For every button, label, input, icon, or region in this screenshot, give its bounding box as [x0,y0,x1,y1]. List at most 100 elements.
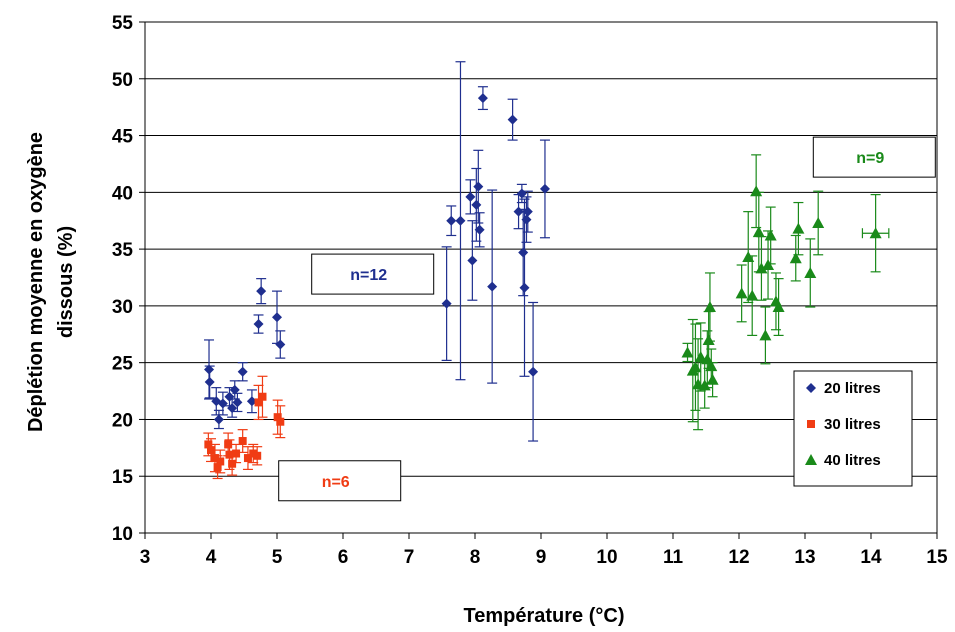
data-point [701,353,714,365]
data-point [204,364,215,375]
x-tick-label: 8 [470,547,481,568]
data-point [471,199,482,210]
data-point [750,185,763,197]
data-point [258,392,267,401]
y-axis-ticks: 10 15 20 25 30 35 40 45 50 55 [112,13,145,545]
data-point [772,301,785,313]
data-point [735,287,748,299]
legend-marker [807,420,815,428]
data-point [762,259,775,271]
data-point [467,255,478,266]
data-point [275,339,286,350]
data-point [681,346,694,358]
data-point [519,282,530,293]
y-tick-label: 25 [112,354,134,375]
data-point [705,360,718,372]
data-point [518,247,529,258]
legend-marker [806,383,816,393]
data-point [477,93,488,104]
data-point [256,286,267,297]
annotation-text: n=12 [350,267,387,284]
data-point [516,188,527,199]
data-point [703,301,716,313]
x-tick-label: 13 [794,547,815,568]
data-point [225,450,234,459]
data-point [254,398,263,407]
data-point [224,391,235,402]
annotation-boxes: n=12 n=6 n=9 [278,136,936,502]
data-point [276,417,285,426]
data-point [217,398,228,409]
data-point [812,216,825,228]
annotation-text: n=6 [322,474,350,491]
data-point [473,181,484,192]
data-point [694,350,707,362]
annotation-box [278,460,402,502]
y-axis-title: Déplétion moyenne en oxygène dissous (%) [25,132,77,432]
data-point [465,191,476,202]
data-point [253,451,262,460]
x-tick-label: 4 [206,547,217,568]
annotation-box [311,253,435,295]
x-tick-label: 11 [663,547,684,568]
legend-marker [805,454,817,465]
data-point [204,376,215,387]
x-tick-label: 12 [728,547,749,568]
data-point [229,384,240,395]
data-point [792,222,805,234]
data-point [224,440,233,449]
data-point [455,215,466,226]
y-tick-label: 30 [112,297,133,318]
data-point [227,403,238,414]
data-point [869,227,882,239]
y-tick-label: 45 [112,127,134,148]
data-point [804,266,817,278]
data-point [487,281,498,292]
data-point [522,206,533,217]
data-point [521,214,532,225]
x-tick-label: 7 [404,547,415,568]
data-point [706,373,719,385]
data-point [213,463,222,472]
y-axis-title-line-2: dissous (%) [55,226,77,338]
data-point [246,396,257,407]
data-point [204,440,213,449]
x-tick-label: 3 [140,547,151,568]
data-point [228,459,237,468]
y-tick-label: 10 [112,524,133,545]
data-point [789,252,802,264]
y-tick-label: 55 [112,13,134,34]
y-tick-label: 15 [112,467,134,488]
data-point [742,251,755,263]
y-tick-label: 50 [112,70,133,91]
data-point [689,361,702,373]
legend-label: 20 litres [824,380,881,397]
data-point [232,397,243,408]
data-point [253,319,264,330]
data-point [528,366,539,377]
data-point [759,329,772,341]
data-point [441,298,452,309]
x-tick-label: 9 [536,547,547,568]
y-tick-label: 40 [112,183,133,204]
y-axis-title-line-1: Déplétion moyenne en oxygène [25,132,47,432]
data-point [755,262,768,274]
data-point [746,289,759,301]
annotation-box [812,136,936,178]
annotation-text: n=9 [856,150,884,167]
data-point [446,215,457,226]
data-point [243,454,252,463]
y-tick-label: 20 [112,410,133,431]
data-point [539,183,550,194]
data-point [698,379,711,391]
data-point [764,229,777,241]
data-point [216,457,225,466]
data-point [273,413,282,422]
data-point [702,333,715,345]
x-tick-label: 5 [272,547,283,568]
x-axis-title: Température (°C) [464,605,625,627]
data-point [210,454,219,463]
data-point [272,312,282,323]
